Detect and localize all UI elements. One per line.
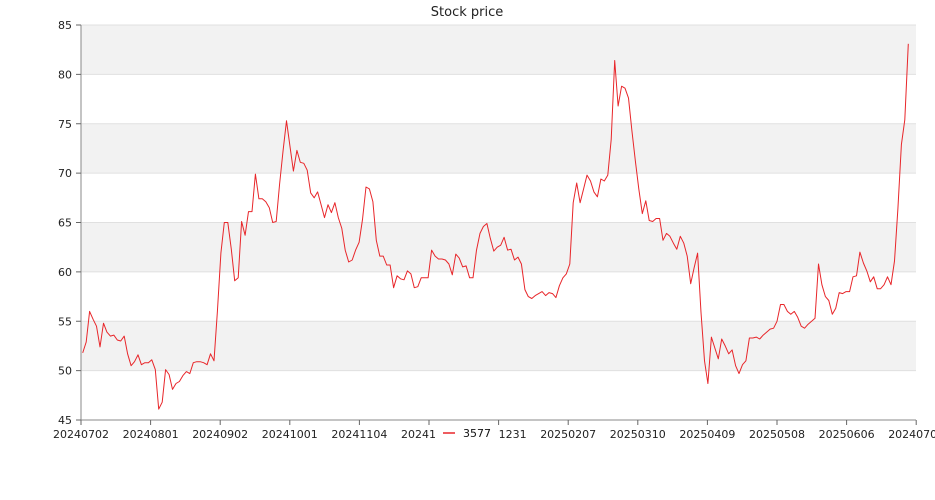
y-tick-label: 45 (58, 414, 72, 427)
x-tick-label: 20240702 (888, 428, 935, 441)
legend-label: 3577 (463, 427, 491, 440)
y-tick-label: 55 (58, 315, 72, 328)
y-tick-label: 70 (58, 167, 72, 180)
x-tick-label: 20241001 (262, 428, 318, 441)
x-tick-label: 20250207 (540, 428, 596, 441)
x-tick-label: 20241104 (331, 428, 387, 441)
y-tick-label: 60 (58, 266, 72, 279)
x-tick-label: 20250606 (819, 428, 875, 441)
series-group (82, 43, 909, 410)
grid-bands (81, 25, 916, 371)
x-tick-label: 20250508 (749, 428, 805, 441)
chart-title: Stock price (431, 5, 503, 20)
y-tick-label: 80 (58, 68, 72, 81)
x-tick-label: 20250310 (610, 428, 666, 441)
legend: 3577 (436, 424, 498, 440)
y-axis-ticks: 45 50 55 60 65 70 75 80 85 (58, 19, 81, 427)
y-tick-label: 85 (58, 19, 72, 32)
x-tick-label: 20240702 (53, 428, 109, 441)
y-tick-label: 75 (58, 118, 72, 131)
grid-band (81, 123, 916, 174)
y-tick-label: 65 (58, 217, 72, 230)
x-tick-label: 20250409 (679, 428, 735, 441)
y-tick-label: 50 (58, 365, 72, 378)
series-line-3577 (82, 43, 909, 410)
x-tick-label: 20240902 (192, 428, 248, 441)
grid-band (81, 321, 916, 371)
legend-box (436, 424, 498, 440)
x-tick-label: 20240801 (123, 428, 179, 441)
grid-band (81, 25, 916, 75)
grid-band (81, 222, 916, 272)
